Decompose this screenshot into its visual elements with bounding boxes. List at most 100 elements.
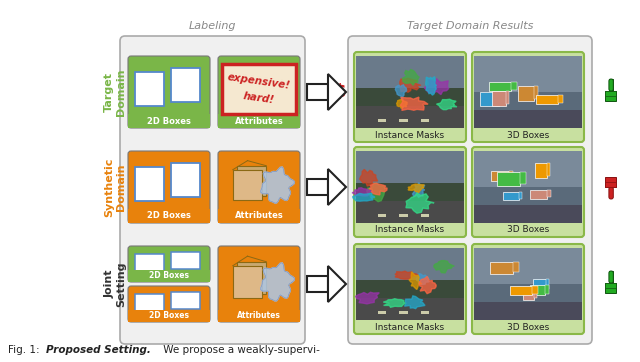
Polygon shape <box>383 299 405 307</box>
Text: Target Domain Results: Target Domain Results <box>407 21 533 31</box>
Bar <box>378 119 387 122</box>
Bar <box>233 266 262 298</box>
Bar <box>171 163 200 197</box>
Bar <box>128 114 210 128</box>
Polygon shape <box>404 296 425 308</box>
Polygon shape <box>408 184 424 193</box>
Text: 3D Boxes: 3D Boxes <box>507 323 549 332</box>
Bar <box>605 283 616 288</box>
Bar <box>511 83 517 90</box>
Polygon shape <box>369 183 387 195</box>
Bar <box>491 171 509 181</box>
Bar <box>535 163 547 178</box>
Bar <box>134 254 164 271</box>
FancyBboxPatch shape <box>128 246 210 282</box>
FancyBboxPatch shape <box>218 56 300 128</box>
Bar <box>609 79 613 91</box>
Polygon shape <box>413 182 425 197</box>
Bar <box>605 91 616 101</box>
Text: 2D Boxes: 2D Boxes <box>149 311 189 320</box>
Polygon shape <box>328 169 346 205</box>
FancyBboxPatch shape <box>128 56 210 128</box>
Bar <box>547 190 552 197</box>
FancyBboxPatch shape <box>472 52 584 142</box>
Text: 3D Boxes: 3D Boxes <box>507 130 549 139</box>
FancyBboxPatch shape <box>609 187 613 199</box>
Bar <box>356 248 464 320</box>
Bar <box>421 311 429 314</box>
Text: $: $ <box>310 178 323 196</box>
Bar <box>356 248 464 281</box>
Text: expensive!: expensive! <box>227 72 291 91</box>
Text: Instance Masks: Instance Masks <box>376 130 445 139</box>
Polygon shape <box>353 193 375 201</box>
Text: 3D Boxes: 3D Boxes <box>507 226 549 235</box>
Text: Joint
Setting: Joint Setting <box>104 261 126 307</box>
Polygon shape <box>400 97 428 110</box>
Polygon shape <box>406 193 434 213</box>
FancyBboxPatch shape <box>472 244 584 334</box>
Bar <box>474 151 582 187</box>
Bar <box>499 92 504 104</box>
Bar <box>530 285 545 295</box>
FancyBboxPatch shape <box>348 36 592 344</box>
Bar <box>545 285 549 294</box>
Bar <box>534 87 538 99</box>
Bar <box>533 279 546 290</box>
Bar <box>609 271 613 283</box>
Bar <box>522 287 534 300</box>
Bar <box>536 95 557 104</box>
Polygon shape <box>260 167 294 203</box>
Bar <box>171 68 200 102</box>
Bar <box>557 95 563 103</box>
Bar <box>356 106 464 128</box>
Bar <box>492 91 506 106</box>
Bar <box>474 248 582 284</box>
Bar <box>518 87 534 101</box>
Bar <box>474 151 582 223</box>
Bar <box>474 302 582 320</box>
Bar <box>134 294 164 311</box>
Text: Synthetic
Domain: Synthetic Domain <box>104 157 126 217</box>
Bar <box>233 170 262 200</box>
Text: Proposed Setting.: Proposed Setting. <box>46 345 151 355</box>
Bar <box>356 56 464 128</box>
Bar <box>547 163 550 176</box>
Bar <box>307 84 328 100</box>
Polygon shape <box>356 292 380 304</box>
Bar <box>503 193 518 200</box>
Bar <box>480 92 499 106</box>
Text: Attributes: Attributes <box>235 117 284 126</box>
Polygon shape <box>328 266 346 302</box>
Polygon shape <box>396 85 406 100</box>
Polygon shape <box>352 188 373 196</box>
Bar <box>222 64 296 114</box>
Polygon shape <box>360 169 378 186</box>
Bar <box>378 214 387 217</box>
Bar <box>399 311 408 314</box>
Bar <box>134 167 164 201</box>
Text: Labeling: Labeling <box>189 21 236 31</box>
Polygon shape <box>409 272 422 290</box>
Polygon shape <box>260 263 294 301</box>
Bar <box>509 171 513 179</box>
Text: 2D Boxes: 2D Boxes <box>147 211 191 220</box>
Bar <box>605 182 616 187</box>
Bar <box>474 56 582 128</box>
Text: $: $ <box>310 275 323 293</box>
Bar <box>546 279 548 289</box>
Text: 2D Boxes: 2D Boxes <box>147 117 191 126</box>
Polygon shape <box>403 70 419 85</box>
Bar <box>134 72 164 106</box>
FancyBboxPatch shape <box>218 246 300 322</box>
Bar <box>534 287 538 298</box>
FancyBboxPatch shape <box>472 147 584 237</box>
Bar <box>356 201 464 223</box>
Bar <box>307 179 328 195</box>
Bar <box>489 83 511 91</box>
Bar <box>520 172 526 184</box>
Polygon shape <box>397 100 407 108</box>
Bar <box>399 214 408 217</box>
Bar <box>474 56 582 92</box>
Text: Target
Domain: Target Domain <box>104 68 126 116</box>
